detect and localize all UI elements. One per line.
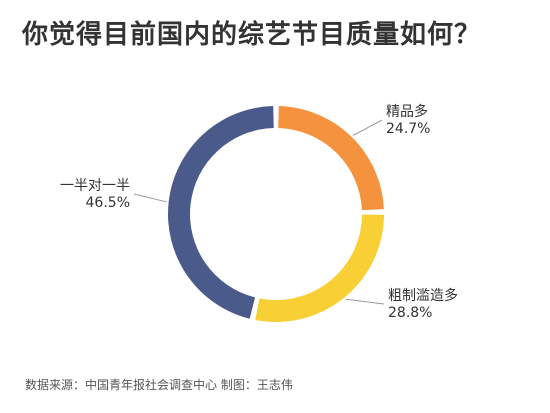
slice-value-2: 28.8% <box>388 305 432 321</box>
slice-label-1: 精品多 <box>386 103 428 120</box>
slice-label-2: 粗制滥造多 <box>388 287 458 304</box>
chart-title: 你觉得目前国内的综艺节目质量如何？ <box>22 20 482 50</box>
data-source-note: 数据来源：中国青年报社会调查中心 制图：王志伟 <box>25 378 293 392</box>
donut-slice-3 <box>168 106 274 319</box>
slice-label-3: 一半对一半 <box>60 178 130 194</box>
slice-value-1: 24.7% <box>386 121 430 137</box>
donut-slices <box>168 106 384 322</box>
leader-line-3 <box>133 193 167 203</box>
leader-line-2 <box>345 298 385 305</box>
slice-value-3: 46.5% <box>86 195 130 211</box>
donut-slice-2 <box>255 214 384 322</box>
leader-lines <box>133 119 385 305</box>
donut-slice-1 <box>278 106 384 211</box>
leader-line-1 <box>352 119 383 136</box>
